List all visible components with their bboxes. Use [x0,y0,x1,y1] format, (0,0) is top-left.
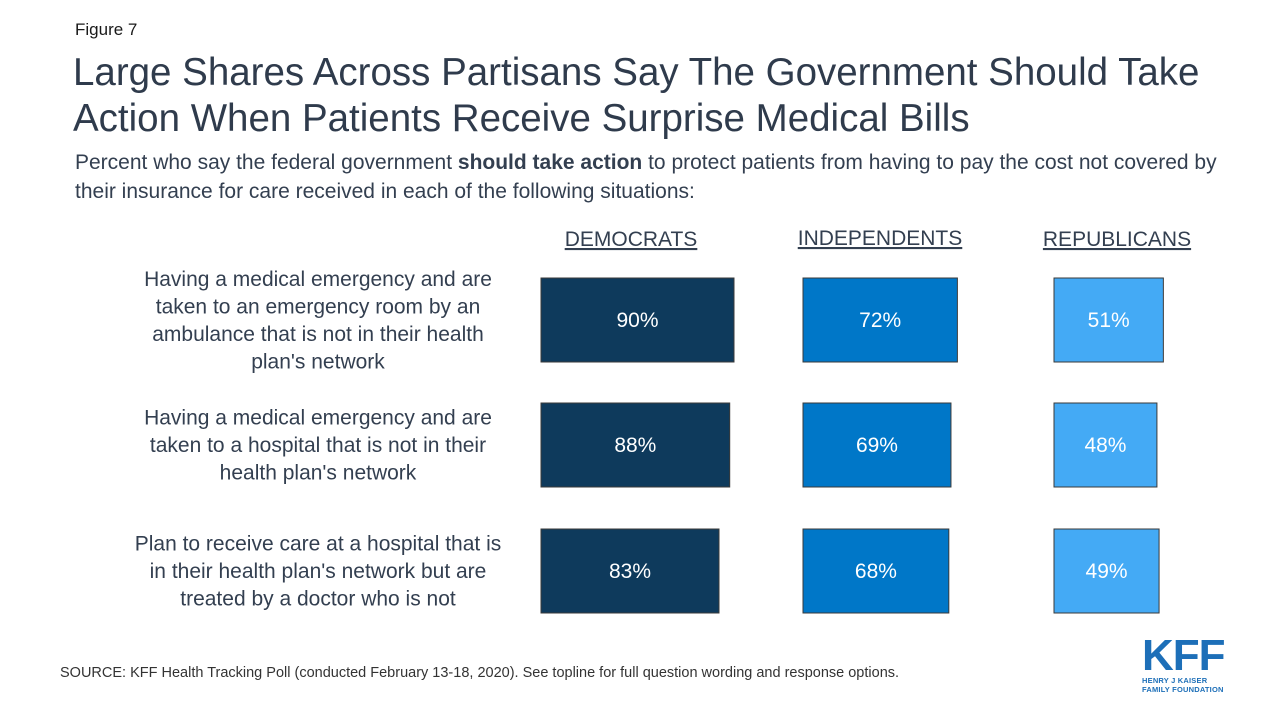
logo-line-1: HENRY J KAISER [1142,676,1208,685]
bar-democrats-row-3 [540,528,720,614]
logo-mark: KFF [1142,631,1226,680]
subtitle-emphasis: should take action [457,151,643,174]
row-label-1: Having a medical emergency and are taken … [144,268,492,374]
row-label-2: Having a medical emergency and are taken … [144,407,492,485]
subtitle-text-end: to protect patients from having to pay t… [75,151,1217,203]
column-header-democrats: DEMOCRATS [565,228,698,251]
data-label-republicans-row-2: 48% [1084,434,1126,457]
data-label-democrats-row-3: 83% [609,560,651,583]
subtitle-text-start: Percent who say the federal government [75,151,458,174]
row-label-3: Plan to receive care at a hospital that … [135,533,502,611]
bar-independents-row-3 [802,528,950,614]
data-label-independents-row-3: 68% [855,560,897,583]
data-label-republicans-row-1: 51% [1088,309,1130,332]
bar-republicans-row-1 [1053,277,1164,363]
logo-line-2: FAMILY FOUNDATION [1142,685,1224,694]
column-header-independents: INDEPENDENTS [798,227,963,250]
bar-independents-row-1 [802,277,958,363]
figure-label: Figure 7 [75,20,138,39]
bar-republicans-row-2 [1053,402,1158,488]
column-header-republicans: REPUBLICANS [1043,228,1191,251]
chart-subtitle: Percent who say the federal government s… [75,148,1245,206]
bar-democrats-row-2 [540,402,731,488]
bar-republicans-row-3 [1053,528,1160,614]
data-label-democrats-row-1: 90% [616,309,658,332]
chart-title: Large Shares Across Partisans Say The Go… [73,51,1200,140]
data-label-independents-row-1: 72% [859,309,901,332]
data-label-democrats-row-2: 88% [614,434,656,457]
grouped-bar-chart: DEMOCRATS INDEPENDENTS REPUBLICANS Having a… [135,227,1191,614]
source-note: SOURCE: KFF Health Tracking Poll (conduc… [60,665,900,681]
data-label-republicans-row-3: 49% [1086,560,1128,583]
bar-independents-row-2 [802,402,952,488]
data-label-independents-row-2: 69% [856,434,898,457]
kff-logo: KFF HENRY J KAISER FAMILY FOUNDATION [1142,631,1242,695]
bar-democrats-row-1 [540,277,735,363]
